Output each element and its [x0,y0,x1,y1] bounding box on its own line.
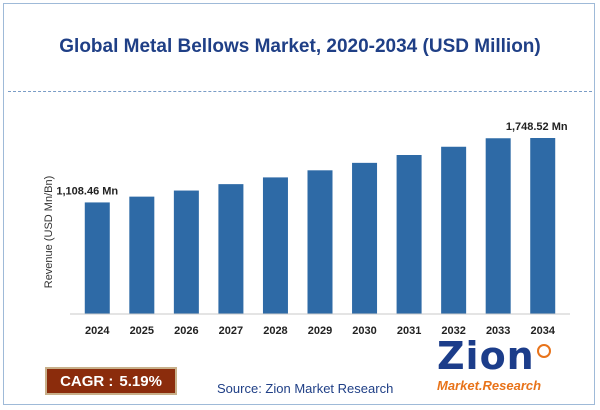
bars-group [84,138,556,314]
data-label-2024: 1,108.46 Mn [56,185,118,197]
x-tick-2029: 2029 [308,325,332,337]
y-axis-label: Revenue (USD Mn/Bn) [43,176,55,289]
x-tick-2024: 2024 [85,325,110,337]
x-tick-labels: 2024 2025 2026 2027 2028 2029 2030 2031 2032 2033… [85,325,556,337]
x-tick-2026: 2026 [174,325,198,337]
cagr-value: 5.19% [119,372,162,390]
source-note: Source: Zion Market Research [217,381,394,396]
bar-2024 [84,202,110,314]
x-tick-2031: 2031 [397,325,421,337]
bar-2030 [352,162,378,314]
x-tick-2030: 2030 [352,325,376,337]
chart-title: Global Metal Bellows Market, 2020-2034 (… [59,36,541,57]
bar-2027 [218,184,244,314]
logo-wordmark: Zion [437,334,535,378]
bar-2025 [129,196,155,314]
logo-subtitle: Market.Research [437,378,542,393]
title-divider [8,91,592,92]
zion-logo: Zion Market.Research [425,334,555,398]
data-label-2034: 1,748.52 Mn [506,121,568,133]
x-tick-2033: 2033 [486,325,510,337]
x-tick-2027: 2027 [219,325,243,337]
bar-2033 [485,138,511,314]
cagr-badge: CAGR : 5.19% [45,367,177,395]
x-tick-2034: 2034 [530,325,555,337]
x-tick-2028: 2028 [263,325,287,337]
data-labels: 1,108.46 Mn 1,748.52 Mn [56,121,567,197]
x-tick-2025: 2025 [130,325,154,337]
bar-2031 [396,155,422,314]
bar-2032 [441,146,467,314]
bar-2028 [262,177,288,314]
bar-2026 [173,190,199,314]
logo-dot-icon [537,344,551,358]
cagr-label: CAGR : [60,372,114,390]
bar-2029 [307,170,333,314]
bar-2034 [530,138,556,314]
x-tick-2032: 2032 [441,325,465,337]
